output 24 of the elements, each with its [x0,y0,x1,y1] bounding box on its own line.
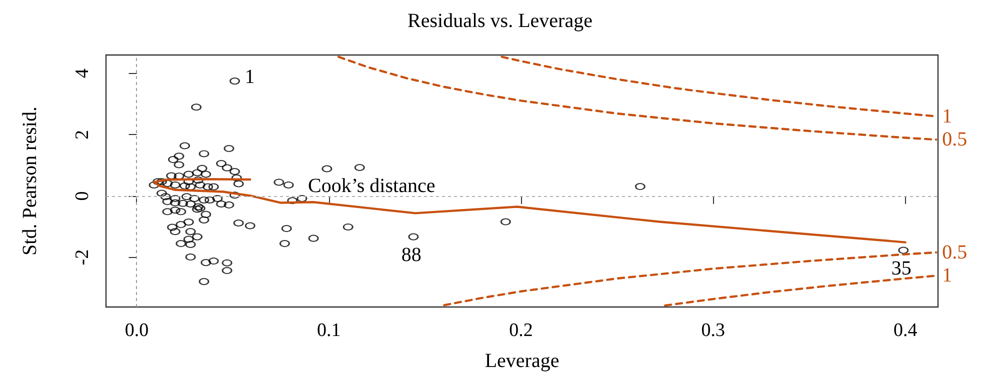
annotation: Cook’s distance [308,175,436,197]
y-tick-label: 2 [72,130,93,140]
chart-title: Residuals vs. Leverage [408,10,593,32]
x-tick-label: 0.1 [317,320,341,341]
line-series [152,178,906,244]
x-tick-label: 0.0 [124,320,149,341]
annotation: 88 [401,244,422,266]
series-label: 1 [942,264,952,287]
y-tick-label: -2 [72,249,93,266]
line-series [664,274,938,307]
annotation: 35 [891,257,912,280]
line-series [337,56,938,141]
y-tick-label: 4 [72,68,93,78]
line-series [443,251,938,306]
x-tick-label: 0.3 [701,320,726,341]
annotation: 1 [244,66,255,88]
series-label: 0.5 [942,241,968,264]
x-axis-title: Leverage [484,350,560,372]
series-label: 1 [942,105,952,128]
y-axis-title: Std. Pearson resid. [19,106,41,256]
series-label: 0.5 [942,128,968,151]
y-tick-label: 0 [72,191,93,201]
x-tick-label: 0.2 [509,320,533,341]
x-tick-label: 0.4 [893,320,918,341]
